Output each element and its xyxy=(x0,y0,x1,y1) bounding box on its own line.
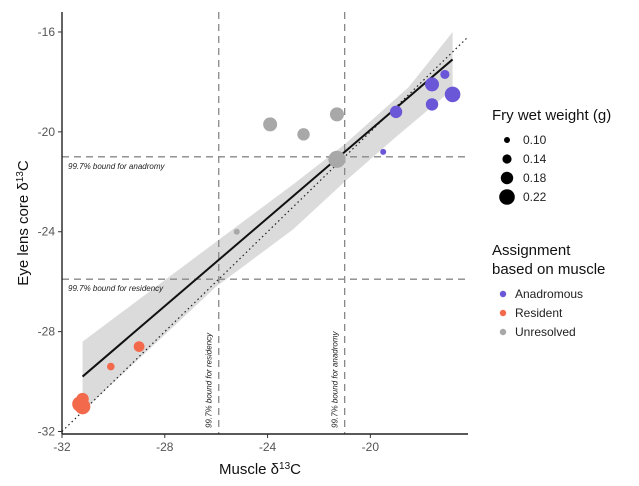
data-point-unresolved xyxy=(233,228,240,235)
color-legend-subtitle: based on muscle xyxy=(492,261,605,278)
data-point-unresolved xyxy=(297,128,310,141)
y-tick-label: -28 xyxy=(38,325,56,339)
data-point-resident xyxy=(107,362,115,371)
y-tick-label: -24 xyxy=(38,225,56,239)
size-legend-label: 0.14 xyxy=(523,152,547,166)
x-tick-label: -24 xyxy=(259,440,277,454)
size-legend-label: 0.10 xyxy=(523,133,547,147)
size-legend-swatch xyxy=(499,189,515,205)
y-axis-title: Eye lens core δ13C xyxy=(15,160,33,286)
bound-labels: 99.7% bound for anadromy 99.7% bound for … xyxy=(68,162,340,428)
vertical-bound-label: 99.7% bound for anadromy xyxy=(331,330,340,428)
data-point-unresolved xyxy=(263,117,278,132)
horizontal-bound-label: 99.7% bound for residency xyxy=(68,284,164,293)
color-legend-swatch xyxy=(499,309,507,317)
data-point-anadromous xyxy=(389,105,403,119)
size-legend-swatch xyxy=(504,137,510,143)
y-tick-label: -32 xyxy=(38,425,56,439)
data-point-resident xyxy=(74,398,91,415)
color-legend-swatch xyxy=(499,328,507,336)
size-legend-swatch xyxy=(502,154,512,164)
color-legend-swatch xyxy=(499,290,507,298)
x-tick-label: -28 xyxy=(156,440,174,454)
data-point-unresolved xyxy=(329,107,344,122)
confidence-band xyxy=(82,31,453,412)
data-point-resident xyxy=(133,341,145,353)
y-tick-label: -20 xyxy=(38,125,56,139)
data-point-anadromous xyxy=(425,98,439,111)
color-legend-label: Anadromous xyxy=(515,287,583,301)
color-legend-label: Unresolved xyxy=(515,325,576,339)
data-point-anadromous xyxy=(425,77,440,92)
size-legend-label: 0.22 xyxy=(523,190,547,204)
horizontal-bound-label: 99.7% bound for anadromy xyxy=(68,162,166,171)
size-legend-swatch xyxy=(500,171,514,185)
data-point-unresolved xyxy=(328,150,346,168)
data-point-anadromous xyxy=(440,69,450,80)
x-axis-title: Muscle δ13C xyxy=(219,461,301,479)
plot-area xyxy=(62,12,468,434)
size-legend-title: Fry wet weight (g) xyxy=(492,107,611,124)
color-legend-title: Assignment xyxy=(492,242,571,259)
data-point-anadromous xyxy=(380,148,387,155)
y-tick-label: -16 xyxy=(38,25,56,39)
color-legend-label: Resident xyxy=(515,306,563,320)
data-point-anadromous xyxy=(444,86,461,103)
x-tick-label: -20 xyxy=(362,440,380,454)
x-tick-label: -32 xyxy=(53,440,71,454)
legends: Fry wet weight (g) 0.10 0.14 0.18 0.22 Assign… xyxy=(492,107,611,339)
axes: -32 -28 -24 -20 -32 -28 -24 -20 -16 xyxy=(38,12,468,454)
vertical-bound-label: 99.7% bound for residency xyxy=(205,332,214,428)
size-legend-label: 0.18 xyxy=(523,171,547,185)
